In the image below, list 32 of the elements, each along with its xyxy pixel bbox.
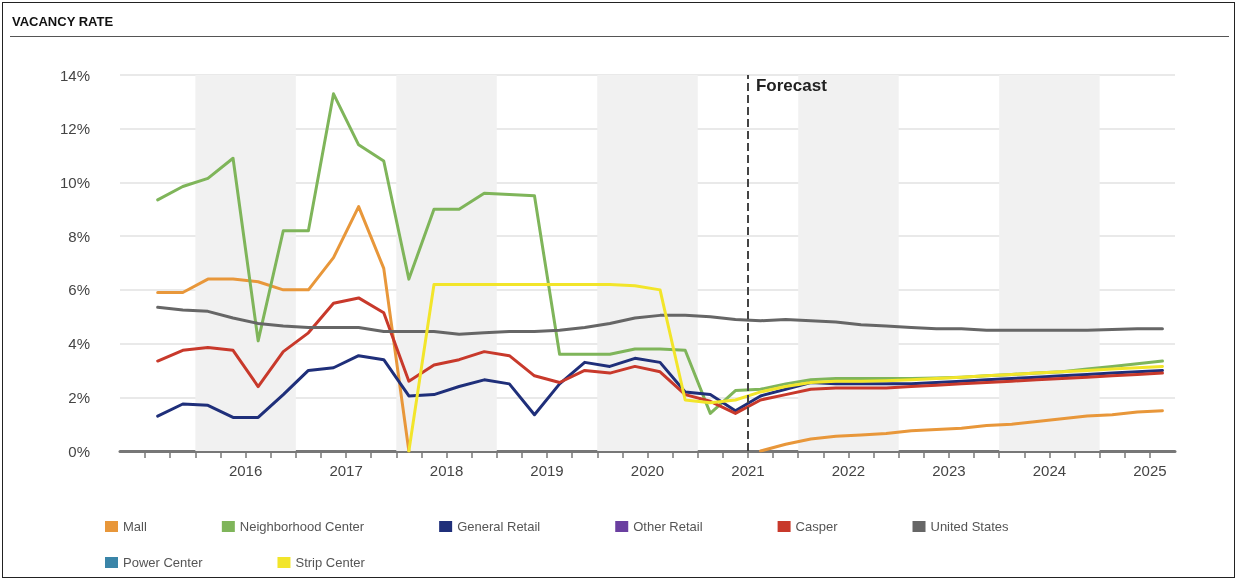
x-tick-label: 2019 [530,462,564,479]
line-series [156,296,1164,415]
line-series [407,282,1164,453]
legend-label: United States [930,519,1010,534]
legend-label: Mall [123,519,147,534]
legend-label: Power Center [123,555,204,570]
chart-title: VACANCY RATE [12,14,114,29]
x-tick-label: 2024 [1032,462,1067,479]
x-tick-label: 2025 [1133,462,1167,479]
x-tick-label: 2020 [630,462,665,479]
y-tick-label: 2% [68,388,90,406]
y-tick-label: 6% [68,281,90,299]
y-tick-label: 0% [68,442,90,460]
legend-label: Casper [795,519,839,534]
ref-line-label: Forecast [755,76,828,95]
legend-label: General Retail [457,519,541,534]
y-tick-label: 12% [59,120,90,138]
x-tick-label: 2017 [329,462,363,479]
y-tick-label: 10% [59,173,90,191]
y-tick-label: 8% [68,227,90,245]
legend-label: Other Retail [633,519,703,534]
legend-label: Neighborhood Center [239,519,365,534]
x-tick-label: 2016 [228,462,263,479]
y-tick-label: 4% [68,335,90,353]
line-series [156,354,1164,419]
legend-label: Strip Center [295,555,366,570]
x-tick-label: 2023 [932,462,966,479]
x-tick-label: 2022 [831,462,866,479]
y-tick-label: 14% [59,66,90,84]
x-tick-label: 2021 [731,462,765,479]
line-series [156,305,1164,336]
x-tick-label: 2018 [429,462,464,479]
